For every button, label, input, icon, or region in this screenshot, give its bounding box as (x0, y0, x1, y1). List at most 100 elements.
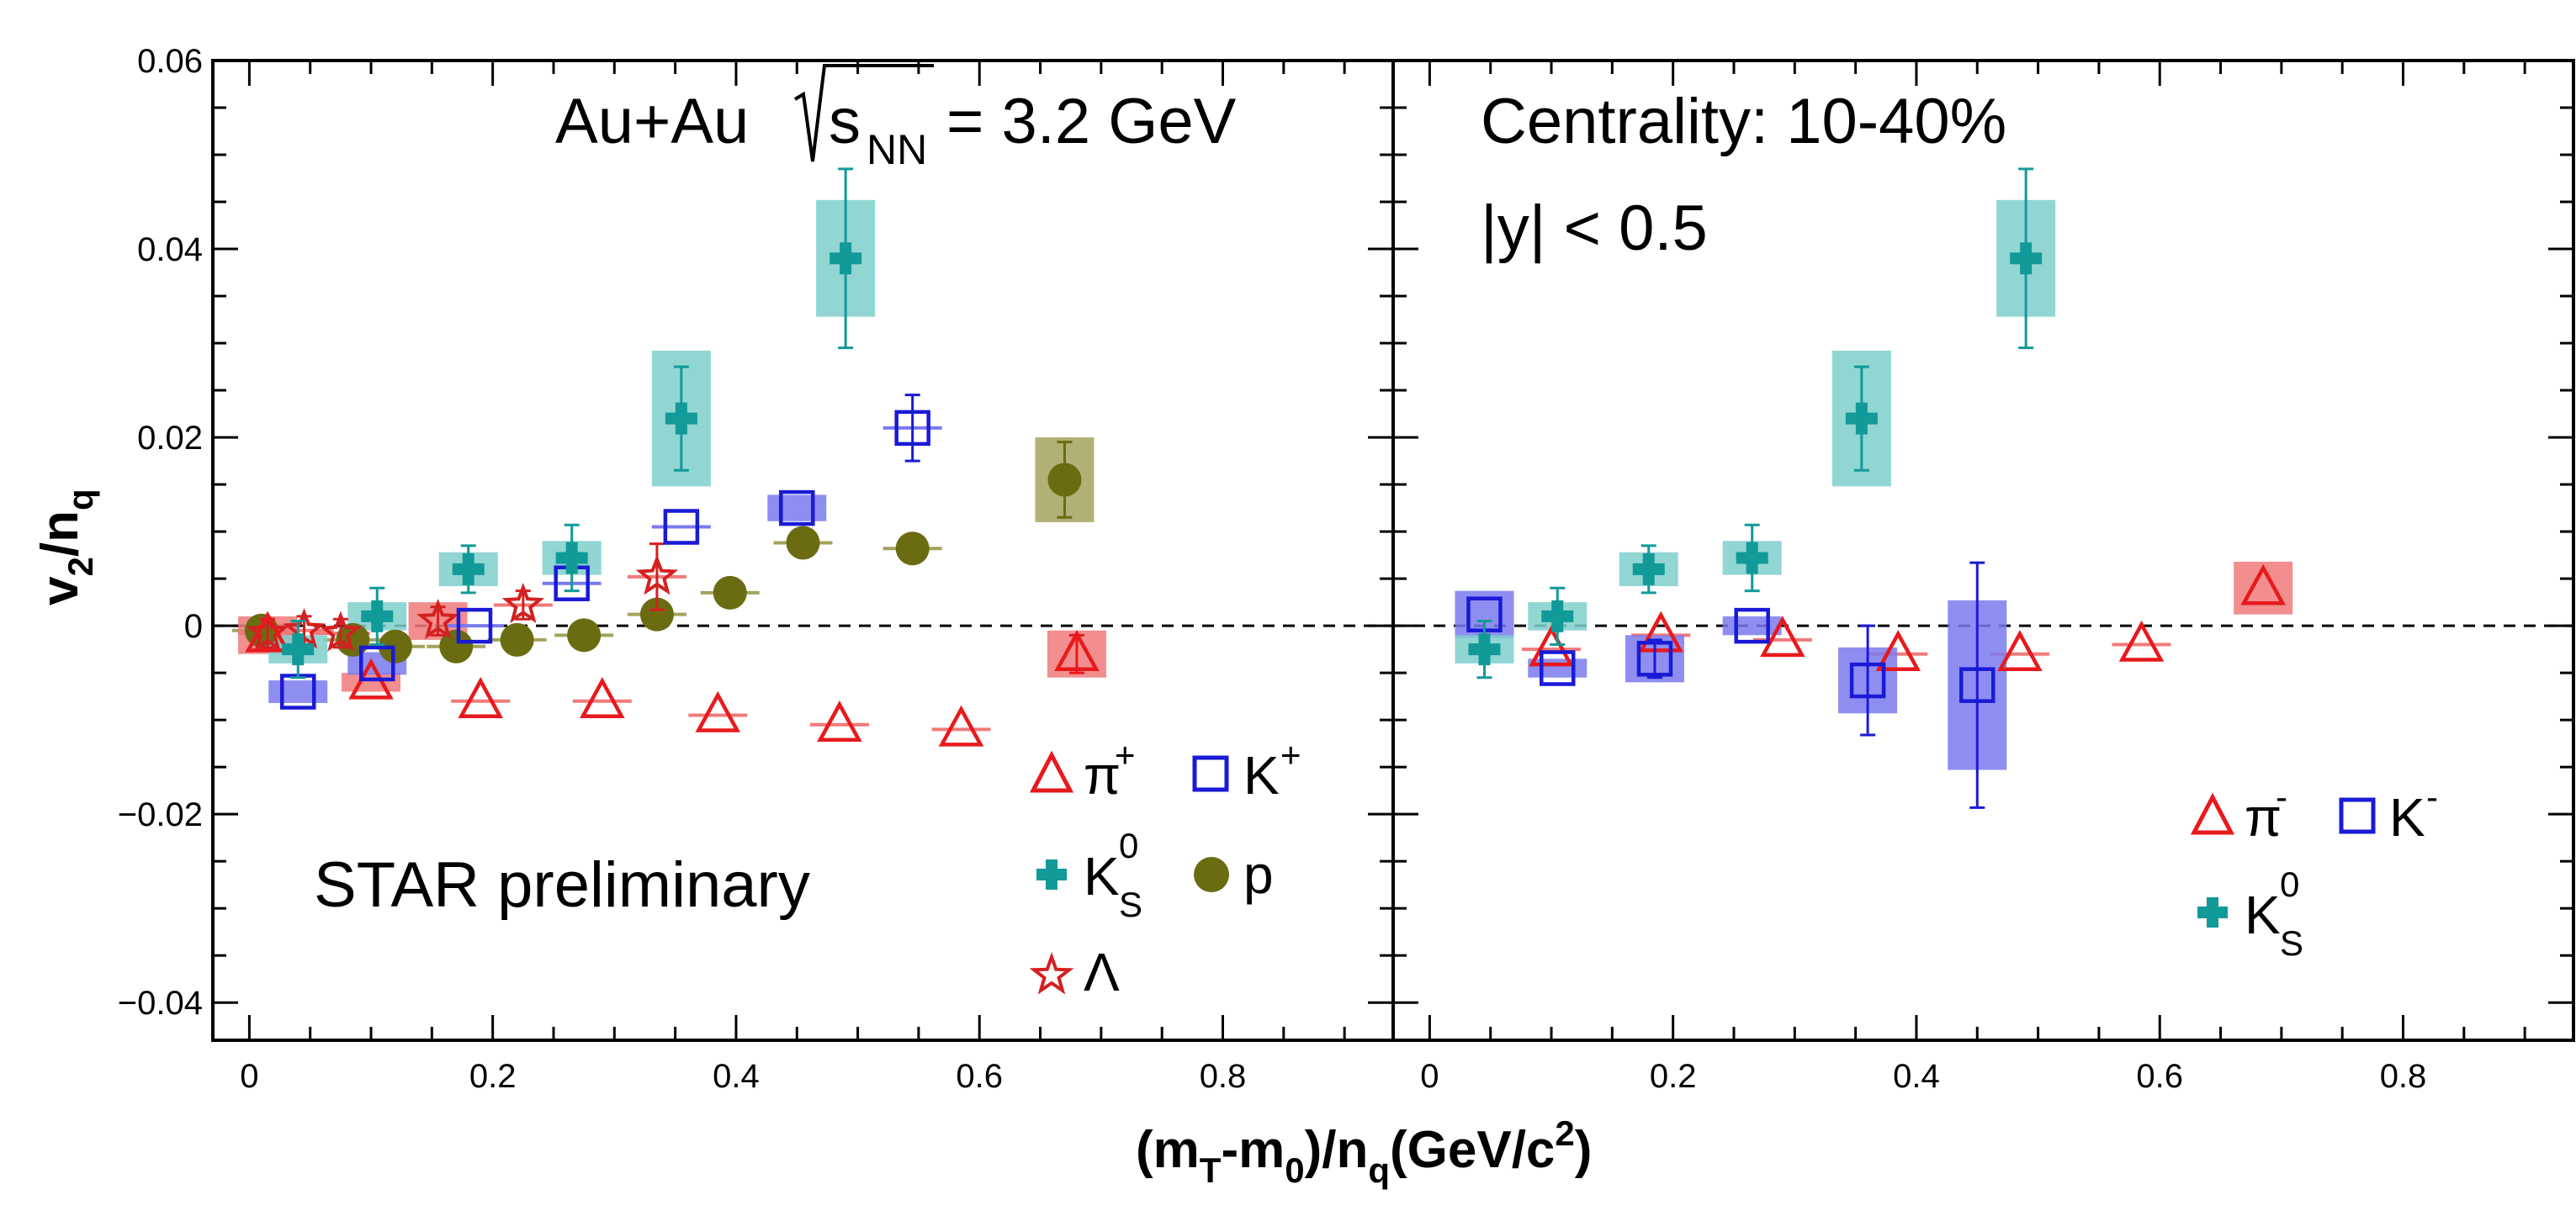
left-x-tick-label: 0.2 (469, 1058, 517, 1095)
left-x-tick-label: 0 (240, 1058, 258, 1095)
K+-sys-box (268, 680, 328, 703)
legend-pi-plus-label: π (1084, 745, 1121, 806)
K--sys-box (1722, 616, 1782, 636)
legend-lambda-label: Λ (1084, 942, 1120, 1002)
legend-k-plus-sup: + (1280, 735, 1301, 775)
legend-k0s-marker (1036, 859, 1067, 890)
legend-pi-plus: π + (1029, 735, 1136, 806)
right-x-tick-label: 0.8 (2380, 1058, 2427, 1095)
K--point (1959, 667, 1996, 703)
p-point (439, 629, 474, 664)
legend-k0s-right-label: K (2245, 885, 2281, 945)
pi--point (1760, 616, 1805, 658)
pi--point (2240, 563, 2286, 605)
left-x-tick-label: 0.4 (713, 1058, 760, 1095)
pi+-point (580, 677, 625, 718)
right-x-tick-label: 0.4 (1893, 1058, 1940, 1095)
legend-k-minus-label: K (2389, 787, 2425, 848)
legend-k0s-sub: S (1119, 885, 1142, 924)
pi--point (1997, 630, 2043, 671)
right-x-tick-label: 0 (1420, 1058, 1439, 1095)
sqrt-s-symbol: s (829, 86, 861, 157)
y-tick-label: 0.04 (137, 231, 203, 268)
p-point (567, 618, 602, 653)
y-tick-label: 0.06 (137, 43, 203, 80)
legend-k0s-right-sub: S (2280, 923, 2303, 963)
y-tick-label: −0.02 (118, 796, 203, 833)
Lambda-point (283, 608, 326, 649)
legend-pi-plus-sup: + (1115, 735, 1136, 775)
rapidity-label: |y| < 0.5 (1481, 193, 1708, 264)
Lambda-point (319, 611, 363, 652)
Lambda-point (501, 582, 545, 624)
left-x-tick-label: 0.6 (956, 1058, 1003, 1095)
legend-proton-marker (1194, 857, 1229, 892)
p-point (1047, 463, 1082, 497)
K0S-point (282, 633, 315, 666)
right-x-tick-label: 0.6 (2136, 1058, 2183, 1095)
pi--point (1875, 630, 1921, 671)
K+-sys-box (767, 494, 827, 521)
K0S-point (830, 242, 862, 275)
right-panel-frame (1391, 59, 2575, 1042)
K--point (1849, 662, 1886, 699)
legend-lambda-marker (1029, 952, 1074, 995)
legend-k0s-right-marker (2197, 897, 2228, 928)
K0S-point (1541, 600, 1574, 632)
legend-lambda: Λ (1029, 942, 1120, 1002)
legend-k-minus: K - (2339, 777, 2438, 848)
right-panel: 0 0.2 0.4 0.6 0.8 (1391, 59, 2575, 1095)
star-preliminary-label: STAR preliminary (314, 849, 810, 921)
sqrt-s-subscript: NN (867, 126, 927, 173)
y-axis-title: v2/nq (31, 489, 100, 605)
left-panel: 0 0.2 0.4 0.6 0.8 0.06 0.04 0.02 0 −0.02 −0.04 (118, 43, 1395, 1095)
sqrt-symbol (793, 64, 934, 162)
legend-k0s-label: K (1084, 846, 1120, 907)
sqrt-s-nn-label: s NN (793, 64, 934, 173)
legend-k-minus-sup: - (2426, 777, 2438, 817)
legend-k-plus-label: K (1243, 745, 1280, 806)
energy-label: = 3.2 GeV (946, 86, 1237, 157)
Lambda-point (635, 554, 679, 595)
right-x-tick-label: 0.2 (1650, 1058, 1697, 1095)
pi+-point (817, 701, 862, 742)
legend-pi-plus-marker (1029, 750, 1074, 793)
K0S-point (1632, 552, 1665, 585)
legend-k0s-right-sup: 0 (2280, 864, 2299, 904)
legend-pi-minus-sup: - (2276, 777, 2287, 817)
legend-k-minus-marker (2339, 797, 2376, 834)
centrality-label: Centrality: 10-40% (1481, 86, 2006, 157)
y-tick-label: 0 (184, 608, 203, 645)
Lambda-point (246, 611, 289, 652)
K+-point (663, 509, 700, 545)
legend-pi-minus-marker (2190, 792, 2235, 835)
K0S-point (452, 552, 485, 585)
pi--point (2118, 620, 2165, 662)
K+-point (456, 607, 493, 644)
pi+-point (458, 677, 504, 718)
K--point (1540, 650, 1576, 686)
K0S-point (1845, 402, 1878, 435)
left-legend: π + K + K 0 S p Λ (1029, 735, 1301, 1002)
p-point (378, 629, 412, 664)
legend-k0s-right: K 0 S (2197, 864, 2303, 963)
p-point (639, 597, 674, 632)
pi+-point (938, 705, 984, 747)
legend-k-plus: K + (1192, 735, 1301, 806)
K--point (1636, 641, 1673, 677)
legend-proton: p (1194, 844, 1274, 905)
p-point (713, 575, 747, 610)
K--point (1734, 607, 1770, 644)
K+-point (894, 410, 930, 447)
y-tick-label: −0.04 (118, 985, 203, 1022)
left-x-tick-label: 0.8 (1200, 1058, 1247, 1095)
pi+-point (695, 690, 741, 732)
K+-point (359, 645, 395, 682)
legend-proton-label: p (1243, 844, 1274, 905)
K0S-point (361, 600, 394, 632)
K0S-point (665, 402, 697, 435)
right-legend: π - K - K 0 S (2190, 777, 2438, 963)
pi+-point (245, 611, 290, 653)
legend-k0s: K 0 S (1036, 826, 1142, 924)
